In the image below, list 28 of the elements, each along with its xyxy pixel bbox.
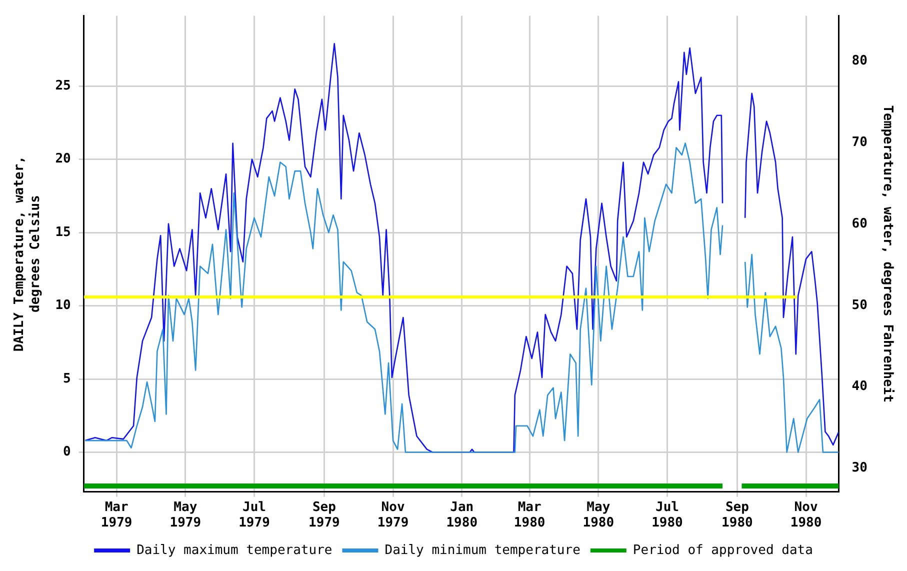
legend-label: Daily minimum temperature xyxy=(384,542,581,558)
y2-tick-label: 50 xyxy=(852,298,868,313)
y2-tick-label: 70 xyxy=(852,135,868,150)
x-tick-label: May 1979 xyxy=(170,500,202,531)
legend-label: Period of approved data xyxy=(632,542,813,558)
legend-label: Daily maximum temperature xyxy=(136,542,332,558)
y-tick-label: 20 xyxy=(55,152,72,167)
y-tick-label: 15 xyxy=(55,224,71,240)
x-tick-label: Sep 1980 xyxy=(722,500,754,531)
x-tick-label: Sep 1979 xyxy=(308,500,340,531)
y2-tick-label: 30 xyxy=(852,460,868,476)
y2-tick-label: 60 xyxy=(852,216,868,232)
x-tick-label: Nov 1980 xyxy=(790,500,822,531)
y2-axis-title: Temperature, water, degrees Fahrenheit xyxy=(880,105,895,403)
y-tick-label: 25 xyxy=(55,78,71,94)
y2-tick-label: 40 xyxy=(852,379,868,394)
x-tick-label: Jul 1980 xyxy=(652,500,684,531)
y-tick-label: 5 xyxy=(63,371,71,386)
x-tick-label: Jan 1980 xyxy=(446,500,478,531)
x-tick-label: Mar 1979 xyxy=(100,500,132,531)
y-tick-label: 0 xyxy=(63,444,72,460)
x-tick-label: May 1980 xyxy=(582,500,614,531)
y-axis-title: DAILY Temperature, water, degrees Celsius xyxy=(12,156,43,352)
x-tick-label: Mar 1980 xyxy=(514,500,546,531)
x-tick-label: Jul 1979 xyxy=(238,500,270,531)
y2-tick-label: 80 xyxy=(852,54,868,69)
y-tick-label: 10 xyxy=(55,298,72,314)
x-tick-label: Nov 1979 xyxy=(377,500,409,531)
